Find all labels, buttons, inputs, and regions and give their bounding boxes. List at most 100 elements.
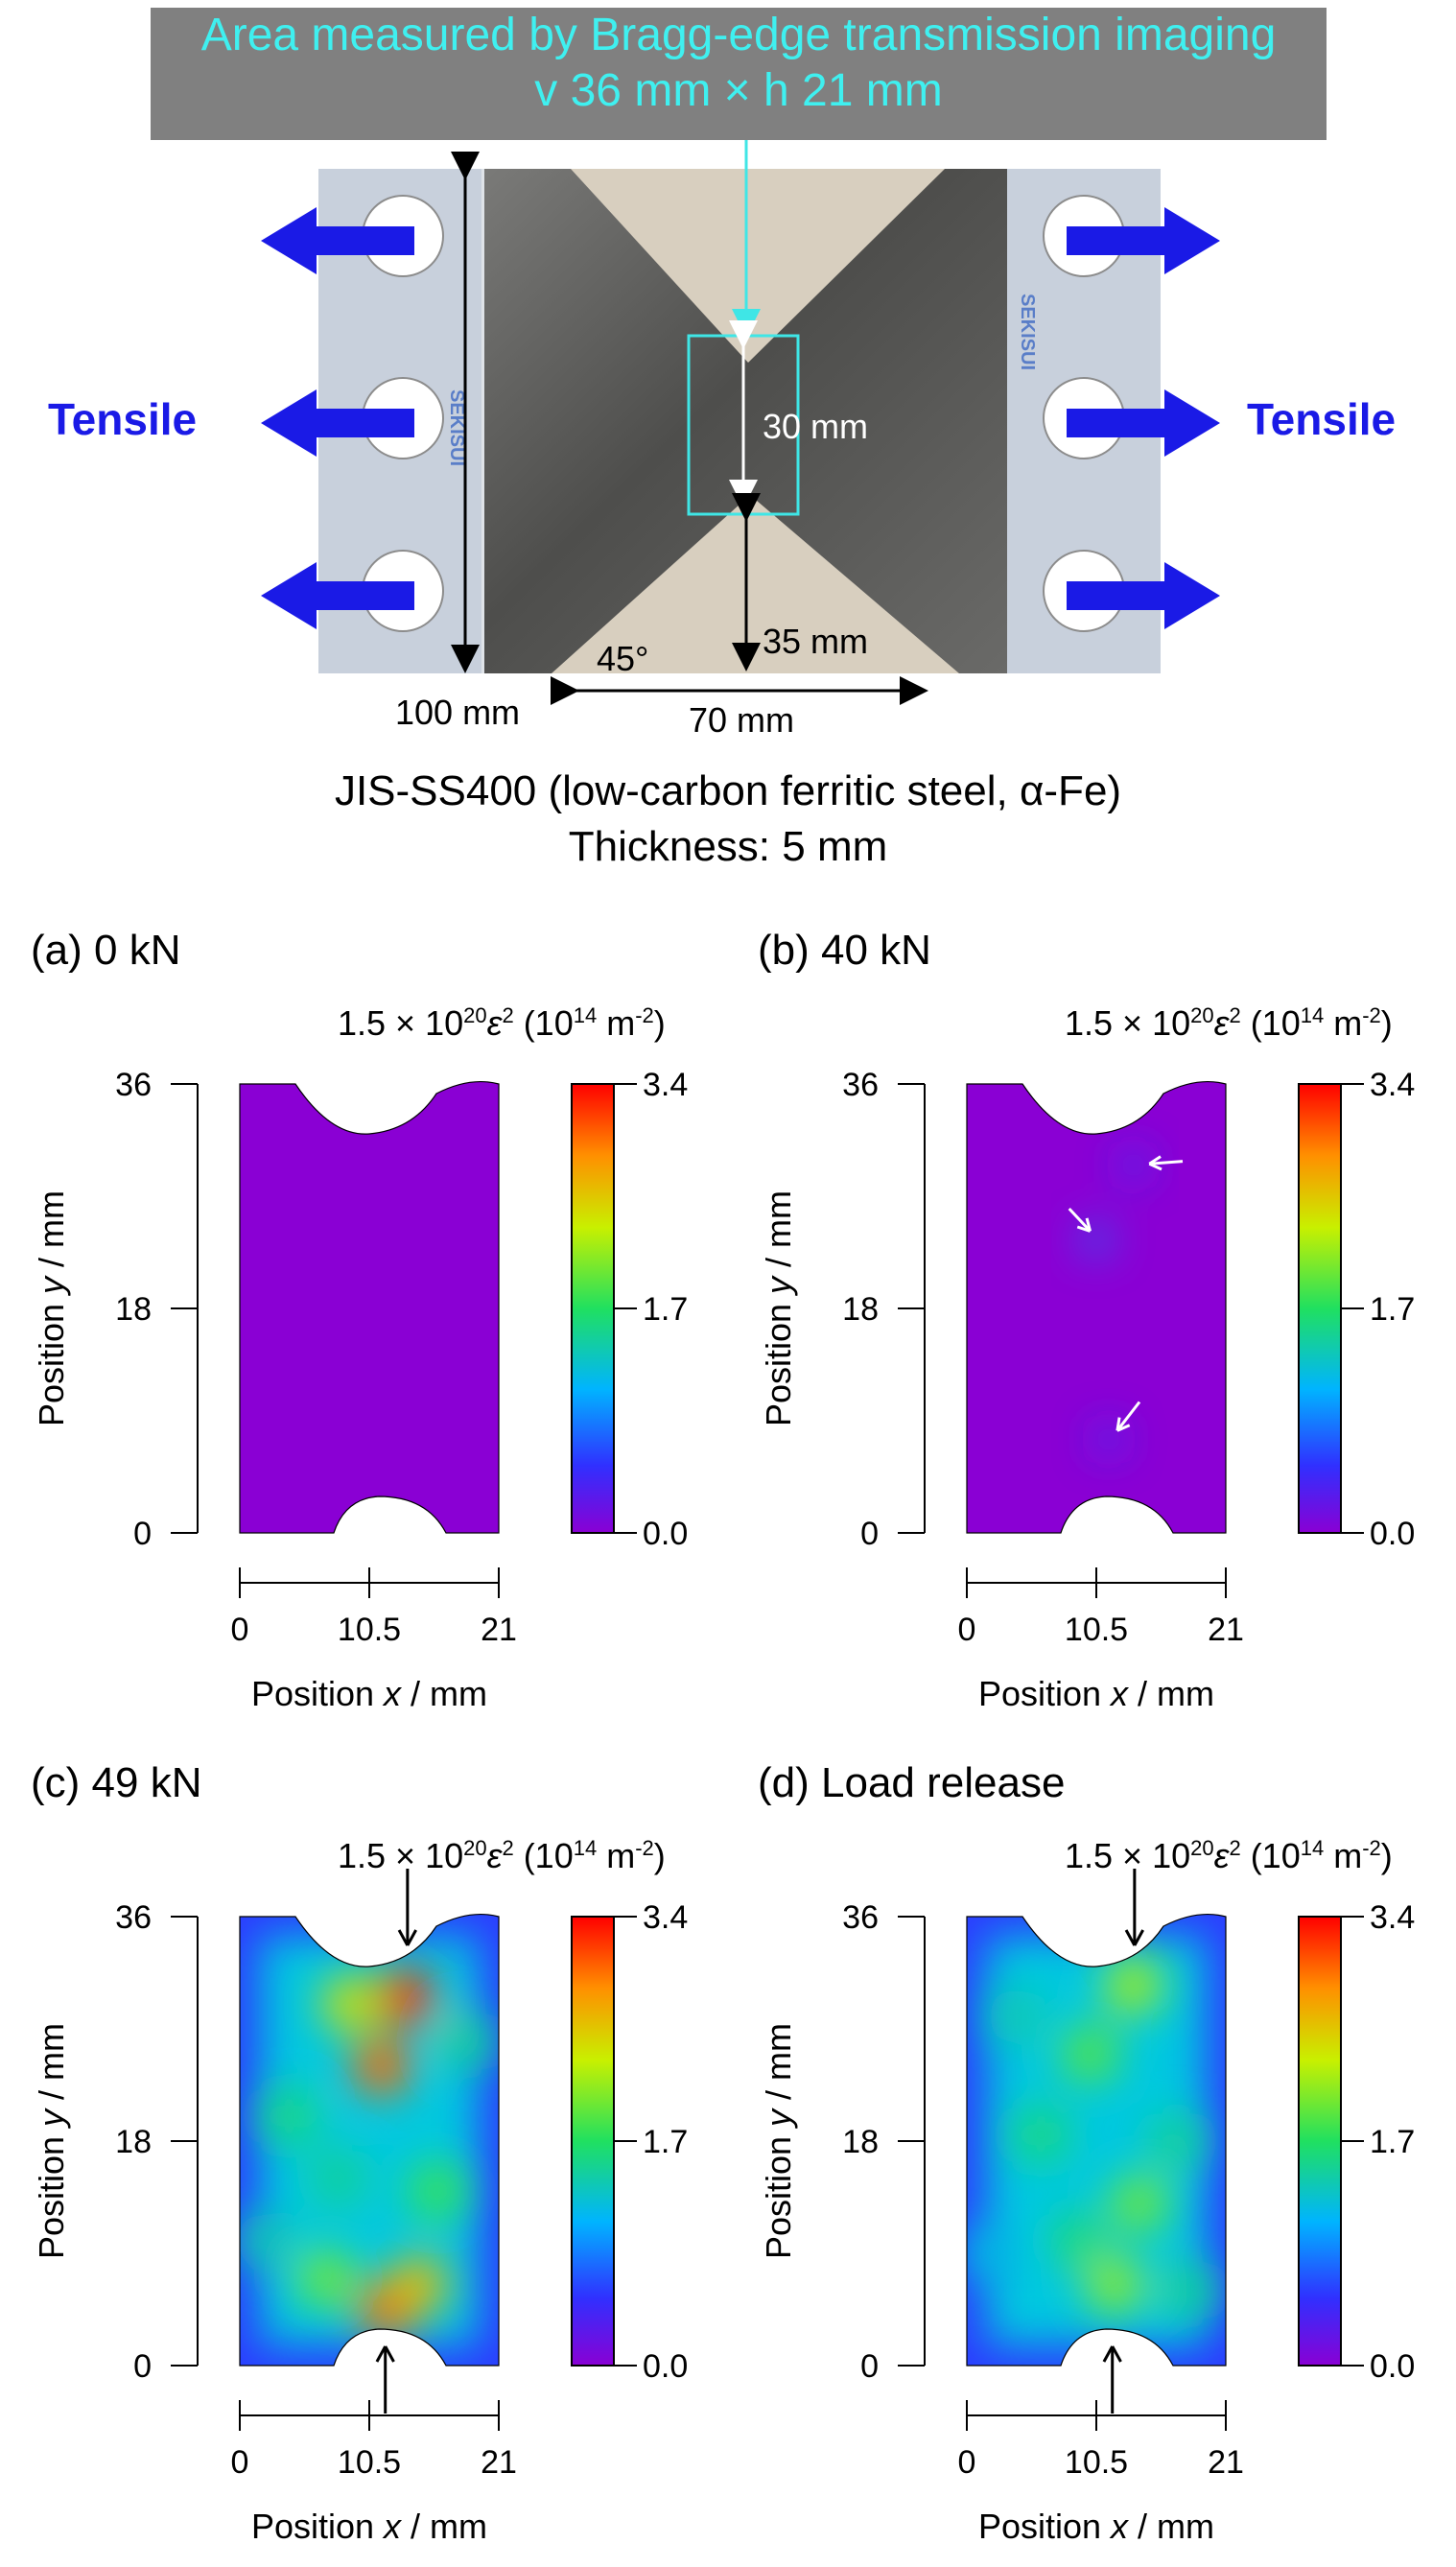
annotation-arrow xyxy=(1149,1160,1184,1166)
heatmap-hotspot xyxy=(352,2037,411,2095)
annotation-arrowhead xyxy=(1115,1417,1131,1432)
colorbar-tick-label: 1.7 xyxy=(643,2124,688,2160)
heatmap-hotspot xyxy=(1147,2112,1206,2170)
colorbar-title-3: 1.5 × 1020ε2 (1014 m-2) xyxy=(1065,1836,1393,1875)
y-tick-label: 36 xyxy=(115,1899,152,1936)
x-tick-label: 10.5 xyxy=(1065,1612,1128,1648)
heatmap-hotspot xyxy=(1086,2255,1144,2314)
material-caption: JIS-SS400 (low-carbon ferritic steel, α-… xyxy=(334,767,1122,814)
y-tick-label: 18 xyxy=(842,2124,879,2160)
x-axis-label: Position x / mm xyxy=(978,1674,1214,1713)
x-axis-label: Position x / mm xyxy=(251,1674,487,1713)
heatmap-hotspot xyxy=(321,1975,380,2033)
dim-label-100mm: 100 mm xyxy=(395,693,521,732)
heatmap-svg-3: 36 18 0 0 10.5 21 Position x / mm Position y / … xyxy=(759,1869,1415,2546)
x-tick-label: 0 xyxy=(958,2444,976,2481)
heatmap-panel-2: (c) 49 kN 1.5 × 1020ε2 (1014 m-2) 36 18 0 0 10… xyxy=(0,1734,727,2567)
y-axis-label: Position y / mm xyxy=(759,2023,798,2259)
colorbar-tick-label: 3.4 xyxy=(1370,1899,1415,1936)
y-tick-label: 18 xyxy=(115,2124,152,2160)
heatmap-svg-0: 36 18 0 0 10.5 21 Position x / mm Position y / … xyxy=(32,1067,688,1713)
colorbar-tick-label: 1.7 xyxy=(1370,1291,1415,1328)
specimen-outline xyxy=(239,1913,500,2367)
heatmap-background xyxy=(967,1081,1226,1534)
y-tick-label: 36 xyxy=(842,1067,879,1103)
panel-title-1: (b) 40 kN xyxy=(758,927,931,974)
heatmap-hotspot xyxy=(309,2150,367,2207)
heatmap-hotspot xyxy=(1160,2262,1218,2320)
x-tick-label: 21 xyxy=(1208,1612,1244,1648)
crack-tip-arrowhead xyxy=(1124,1929,1144,1946)
heatmap-hotspot xyxy=(987,1988,1045,2045)
colorbar-tick-label: 3.4 xyxy=(643,1067,688,1103)
panel-title-3: (d) Load release xyxy=(758,1759,1066,1806)
heatmap-hotspot xyxy=(1012,2106,1070,2164)
panel-title-0: (a) 0 kN xyxy=(31,927,181,974)
heatmap-hotspot xyxy=(389,2255,448,2314)
y-tick-label: 0 xyxy=(860,1516,879,1552)
annotation-arrowhead xyxy=(1076,1217,1092,1233)
heatmap-hotspot xyxy=(260,2087,318,2145)
colorbar-tick-label: 0.0 xyxy=(643,2348,688,2385)
heatmap-hotspot xyxy=(1094,1425,1122,1453)
heatmap-background xyxy=(240,1081,499,1534)
y-tick-label: 0 xyxy=(860,2348,879,2385)
annotation-arrowhead xyxy=(1148,1155,1162,1171)
crack-tip-arrowhead xyxy=(397,1929,417,1946)
heatmap-hotspot xyxy=(297,2249,355,2307)
x-tick-label: 21 xyxy=(1208,2444,1244,2481)
thickness-caption: Thickness: 5 mm xyxy=(568,823,888,870)
x-tick-label: 10.5 xyxy=(338,2444,401,2481)
y-axis-label: Position y / mm xyxy=(32,1190,71,1426)
specimen-illustration: SEKISUI SEKISUI xyxy=(261,140,1220,705)
heatmap-hotspot xyxy=(377,1968,435,2027)
heatmap-hotspot xyxy=(1111,2175,1168,2232)
colorbar-tick-label: 0.0 xyxy=(643,1516,688,1552)
tensile-label-left: Tensile xyxy=(48,394,198,444)
tensile-arrows-left xyxy=(261,207,414,629)
colorbar-tick-label: 0.0 xyxy=(1370,2348,1415,2385)
heatmap-panel-0: (a) 0 kN 1.5 × 1020ε2 (1014 m-2) 36 18 0 0 10.… xyxy=(0,902,727,1734)
colorbar xyxy=(1298,1916,1342,2367)
heatmap-hotspot xyxy=(1104,1956,1162,2014)
colorbar-tick-label: 0.0 xyxy=(1370,1516,1415,1552)
heatmap-panel-3: (d) Load release 1.5 × 1020ε2 (1014 m-2) 3… xyxy=(727,1734,1454,2567)
x-axis-label: Position x / mm xyxy=(251,2507,487,2546)
colorbar-title-1: 1.5 × 1020ε2 (1014 m-2) xyxy=(1065,1003,1393,1043)
colorbar-tick-label: 3.4 xyxy=(643,1899,688,1936)
y-tick-label: 0 xyxy=(133,2348,152,2385)
y-axis-label: Position y / mm xyxy=(759,1190,798,1426)
y-tick-label: 0 xyxy=(133,1516,152,1552)
colorbar-title-2: 1.5 × 1020ε2 (1014 m-2) xyxy=(338,1836,666,1875)
colorbar-tick-label: 1.7 xyxy=(643,1291,688,1328)
colorbar-tick-label: 3.4 xyxy=(1370,1067,1415,1103)
heatmap-svg-1: 36 18 0 0 10.5 21 Position x / mm Position y / … xyxy=(759,1067,1415,1713)
x-tick-label: 10.5 xyxy=(1065,2444,1128,2481)
crack-tip-arrowhead xyxy=(1102,2345,1122,2363)
colorbar xyxy=(571,1916,615,2367)
colorbar-title-0: 1.5 × 1020ε2 (1014 m-2) xyxy=(338,1003,666,1043)
colorbar xyxy=(571,1083,615,1534)
x-axis-label: Position x / mm xyxy=(978,2507,1214,2546)
tape-text-right: SEKISUI xyxy=(1017,294,1038,370)
x-tick-label: 0 xyxy=(958,1612,976,1648)
dim-label-45deg: 45° xyxy=(597,639,649,678)
y-tick-label: 36 xyxy=(842,1899,879,1936)
heatmap-hotspot xyxy=(240,2212,294,2270)
annotation-arrow xyxy=(1068,1207,1092,1233)
heatmap-hotspot xyxy=(1048,2212,1107,2270)
heatmap-hotspot xyxy=(438,2013,497,2070)
annotation-arrow xyxy=(1115,1401,1141,1432)
y-tick-label: 18 xyxy=(115,1291,152,1328)
y-axis-label: Position y / mm xyxy=(32,2023,71,2259)
heatmap-hotspot xyxy=(967,2225,1021,2282)
tensile-label-right: Tensile xyxy=(1247,394,1397,444)
specimen-outline xyxy=(239,1080,500,1534)
crack-tip-arrowhead xyxy=(375,2345,395,2363)
x-tick-label: 21 xyxy=(481,2444,517,2481)
heatmap-hotspot xyxy=(408,2162,466,2220)
colorbar-tick-label: 1.7 xyxy=(1370,2124,1415,2160)
heatmap-hotspot xyxy=(1119,1151,1147,1179)
x-tick-label: 21 xyxy=(481,1612,517,1648)
heatmap-panel-1: (b) 40 kN 1.5 × 1020ε2 (1014 m-2) 36 18 0 0 10… xyxy=(727,902,1454,1734)
